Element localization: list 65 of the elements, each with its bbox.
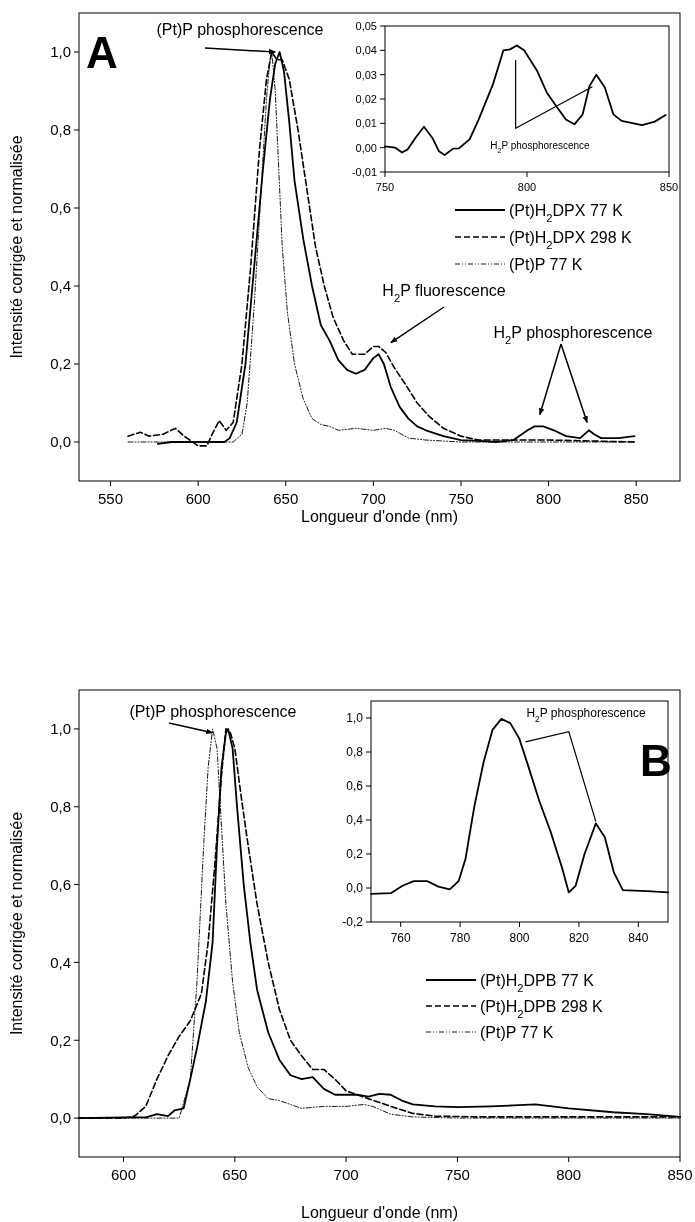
- x-tick-label: 700: [333, 1166, 359, 1183]
- x-tick-label: 750: [448, 490, 474, 507]
- legend-label: (Pt)H$_{2}$DPX 298 K: [509, 228, 633, 251]
- y-tick-label: -0,01: [351, 165, 377, 178]
- x-tick-label: 820: [568, 931, 590, 945]
- x-tick-label: 850: [659, 181, 679, 193]
- x-axis-title: Longueur d'onde (nm): [301, 508, 458, 525]
- annotation: (Pt)P phosphorescence: [156, 21, 324, 38]
- x-tick-label: 750: [444, 1166, 470, 1183]
- y-tick-label: 0,4: [346, 813, 364, 828]
- y-tick-label: 0,4: [50, 953, 71, 971]
- y-tick-label: 0,8: [346, 745, 364, 760]
- y-tick-label: 0,8: [50, 121, 71, 139]
- x-tick-label: 760: [390, 931, 412, 945]
- y-tick-label: 1,0: [346, 711, 364, 726]
- x-tick-label: 650: [273, 490, 299, 507]
- y-tick-label: 0,2: [50, 1031, 71, 1049]
- y-tick-label: 0,04: [355, 44, 377, 57]
- x-tick-label: 650: [222, 1166, 248, 1183]
- x-tick-label: 780: [450, 931, 471, 945]
- y-axis-title: Intensité corrigée et normalisée: [8, 811, 25, 1036]
- x-tick-label: 750: [375, 181, 395, 193]
- annotation: (Pt)P phosphorescence: [129, 703, 297, 720]
- x-tick-label: 850: [667, 1166, 693, 1183]
- x-tick-label: 800: [509, 931, 530, 945]
- annotation: B: [640, 736, 672, 785]
- x-tick-label: 800: [536, 490, 562, 507]
- annotation: H$_{2}$P phosphorescence: [490, 140, 591, 154]
- annotation: H$_{2}$P fluorescence: [382, 282, 506, 304]
- annotation: H$_{2}$P phosphorescence: [526, 706, 646, 724]
- legend-label: (Pt)H$_{2}$DPB 77 K: [480, 971, 595, 994]
- y-tick-label: 0,05: [355, 19, 377, 32]
- y-tick-label: -0,2: [342, 915, 364, 930]
- annotation: A: [86, 28, 118, 77]
- y-tick-label: 0,6: [50, 875, 71, 893]
- x-tick-label: 550: [98, 490, 124, 507]
- legend-label: (Pt)H$_{2}$DPX 77 K: [509, 201, 624, 224]
- y-tick-label: 0,03: [355, 68, 377, 81]
- y-tick-label: 0,0: [50, 1109, 71, 1127]
- y-tick-label: 0,6: [346, 779, 364, 794]
- x-tick-label: 600: [185, 490, 211, 507]
- y-axis-title: Intensité corrigée et normalisée: [8, 135, 25, 359]
- x-axis-title: Longueur d'onde (nm): [301, 1204, 458, 1221]
- y-tick-label: 0,4: [50, 277, 71, 295]
- y-tick-label: 1,0: [50, 43, 71, 61]
- legend-label: (Pt)H$_{2}$DPB 298 K: [480, 997, 604, 1020]
- x-tick-label: 850: [623, 490, 649, 507]
- legend-label: (Pt)P 77 K: [480, 1023, 554, 1041]
- y-tick-label: 0,2: [50, 355, 71, 373]
- y-tick-label: 0,6: [50, 199, 71, 217]
- x-tick-label: 700: [360, 490, 386, 507]
- x-tick-label: 800: [556, 1166, 582, 1183]
- y-tick-label: 1,0: [50, 720, 71, 738]
- y-tick-label: 0,0: [50, 433, 71, 451]
- annotation: H$_{2}$P phosphorescence: [493, 324, 653, 346]
- legend-label: (Pt)P 77 K: [509, 255, 583, 273]
- y-tick-label: 0,0: [346, 881, 364, 896]
- y-tick-label: 0,01: [355, 117, 377, 130]
- y-tick-label: 0,02: [355, 92, 377, 105]
- y-tick-label: 0,2: [346, 847, 364, 862]
- x-tick-label: 840: [628, 931, 649, 945]
- x-tick-label: 600: [111, 1166, 137, 1183]
- x-tick-label: 800: [517, 181, 537, 193]
- y-tick-label: 0,00: [355, 141, 377, 154]
- y-tick-label: 0,8: [50, 798, 71, 815]
